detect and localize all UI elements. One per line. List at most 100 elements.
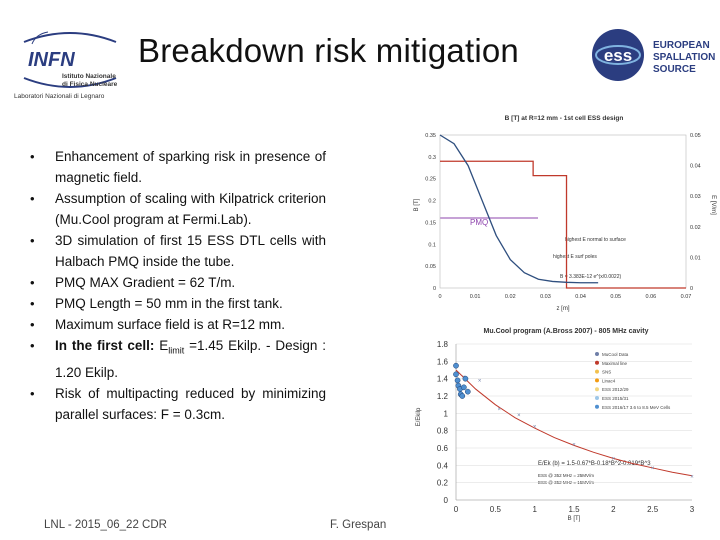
chart2-ess-point	[461, 384, 467, 391]
chart1-x-tick: 0.03	[540, 294, 551, 300]
chart2-legend-swatch	[595, 369, 599, 374]
infn-logo-line2: di Fisica Nucleare	[62, 81, 118, 88]
footer-left: LNL - 2015_06_22 CDR	[44, 519, 167, 531]
chart2-x-tick: 0.5	[490, 505, 502, 514]
ess-logo-line2: SPALLATION	[653, 52, 716, 63]
chart2-legend-swatch	[595, 378, 599, 383]
chart1-plot-frame	[439, 134, 687, 289]
chart2-mucool-point: ×	[498, 407, 502, 413]
infn-logo-line1: Istituto Nazionale	[62, 73, 116, 80]
infn-logo-lab: Laboratori Nazionali di Legnaro	[14, 93, 105, 100]
chart2-y-tick: 0.2	[437, 479, 449, 488]
chart1-x-tick: 0.07	[681, 294, 692, 300]
chart2-y-tick: 0.8	[437, 427, 449, 436]
chart1-y-tick-right: 0.02	[690, 225, 701, 231]
chart1-y-tick: 0.25	[425, 177, 436, 183]
chart2-x-tick: 3	[690, 505, 695, 514]
chart1-y-tick: 0.1	[428, 242, 436, 248]
chart2-mucool-point: ×	[690, 475, 694, 481]
ess-logo-acronym: ess	[604, 46, 632, 65]
first-cell-label: In the first cell:	[55, 338, 155, 353]
chart1-ylabel: B [T]	[414, 198, 420, 211]
chart1-y-tick-right: 0.04	[690, 164, 701, 170]
chart2-mucool-point: ×	[517, 413, 521, 419]
chart2-legend-swatch	[595, 352, 599, 356]
chart2-y-tick: 1.2	[437, 392, 449, 401]
chart1-x-tick: 0.02	[505, 294, 516, 300]
chart2-fit-line	[455, 369, 693, 477]
chart1-x-tick: 0.01	[470, 294, 481, 300]
chart1-title: B [T] at R=12 mm - 1st cell ESS design	[505, 115, 624, 122]
bullet-item-first-cell: In the first cell: Elimit =1.45 Ekilp. -…	[30, 335, 326, 383]
chart2-y-tick: 1.6	[437, 357, 449, 366]
page-title: Breakdown risk mitigation	[138, 32, 519, 69]
chart1-x-tick: 0.05	[610, 294, 621, 300]
chart1-y-tick: 0.2	[428, 199, 436, 205]
chart2-legend-label: SNS	[602, 370, 611, 375]
chart1-xlabel: z [m]	[557, 306, 570, 312]
b-field-chart: B [T] at R=12 mm - 1st cell ESS design B…	[410, 110, 718, 316]
chart1-y-tick: 0.3	[428, 155, 436, 161]
ess-logo-circle	[592, 29, 644, 81]
chart2-note: ESS @ 352 MHz = 25MV/m	[538, 473, 594, 478]
chart2-ylabel: E/Ekilp	[416, 407, 422, 426]
chart1-ylabel-right: E [V/m]	[710, 195, 716, 215]
ess-logo: ess	[592, 29, 644, 81]
chart2-legend-label: ESS 2016/17 3.6 to 8.5 MeV Cells	[602, 405, 671, 410]
chart2-formula: E/Ek (b) = 1.5-0.67*B-0.18*B^2-0.019*B^3	[538, 461, 651, 467]
chart2-ess-point	[459, 393, 466, 399]
chart2-y-tick: 1	[444, 409, 449, 418]
chart2-legend-label: Linac4	[602, 378, 616, 383]
chart2-y-tick: 0	[444, 496, 449, 505]
chart1-y-tick: 0	[433, 286, 436, 292]
chart2-x-tick: 1.5	[568, 505, 580, 514]
first-cell-subscript: limit	[168, 345, 185, 356]
bullet-item: Enhancement of sparking risk in presence…	[30, 146, 326, 188]
chart2-legend-swatch	[595, 396, 599, 400]
chart2-y-tick: 0.4	[437, 461, 449, 470]
bullet-item: Maximum surface field is at R=12 mm.	[30, 314, 326, 335]
chart2-x-tick: 0	[454, 505, 459, 514]
chart2-legend-label: ESS 2012/29	[602, 387, 629, 392]
chart2-ess-point	[454, 377, 461, 384]
chart2-ess-point	[453, 371, 459, 378]
chart1-x-tick: 0	[438, 294, 441, 300]
chart2-background	[410, 322, 706, 522]
chart2-legend-label: ESS 2015/31	[602, 396, 629, 401]
chart2-legend-label: Maximal line	[602, 361, 628, 366]
chart2-y-tick: 0.6	[437, 444, 449, 453]
bullet-item: 3D simulation of first 15 ESS DTL cells …	[30, 230, 326, 272]
chart2-xlabel: B [T]	[568, 516, 581, 522]
bullet-item: Assumption of scaling with Kilpatrick cr…	[30, 188, 326, 230]
chart2-y-tick: 1.8	[437, 340, 449, 349]
chart2-ess-point	[462, 375, 469, 382]
chart2-ess-point	[464, 388, 471, 395]
chart1-y-tick-right: 0.05	[690, 133, 701, 139]
bullet-item: PMQ MAX Gradient = 62 T/m.	[30, 272, 326, 293]
infn-logo: INFN Istituto Nazionale di Fisica Nuclea…	[14, 31, 118, 100]
chart2-mucool-point: ×	[612, 456, 616, 462]
infn-logo-name: INFN	[28, 49, 75, 71]
chart1-y-tick: 0.35	[425, 133, 436, 139]
first-cell-text-pre: E	[154, 338, 169, 353]
chart1-y-tick-right: 0	[690, 286, 693, 292]
chart1-y-tick-right: 0.03	[690, 194, 701, 200]
chart2-x-tick: 2	[611, 505, 616, 514]
bullet-item: Risk of multipacting reduced by minimizi…	[30, 383, 326, 425]
chart1-y-tick: 0.15	[425, 220, 436, 226]
chart2-mucool-point: ×	[533, 424, 537, 430]
chart1-annotation: highest E surf poles	[553, 254, 597, 260]
bullet-item: PMQ Length = 50 mm in the first tank.	[30, 293, 326, 314]
chart2-legend-swatch	[595, 404, 599, 409]
ess-logo-line1: EUROPEAN	[653, 40, 710, 51]
chart2-legend-swatch	[595, 387, 599, 392]
chart1-y-tick-right: 0.01	[690, 255, 701, 261]
chart2-legend-swatch	[595, 360, 599, 365]
chart2-title: Mu.Cool program (A.Bross 2007) - 805 MHz…	[484, 328, 649, 335]
first-cell-text-post: =1.45 Ekilp. - Design : 1.20 Ekilp.	[55, 338, 326, 380]
chart2-mucool-point: ×	[572, 443, 576, 449]
chart1-background	[410, 110, 718, 316]
mucool-chart: Mu.Cool program (A.Bross 2007) - 805 MHz…	[410, 322, 706, 522]
ess-logo-text: EUROPEAN SPALLATION SOURCE	[653, 40, 715, 76]
chart1-annotation: highest E normal to surface	[565, 237, 626, 243]
